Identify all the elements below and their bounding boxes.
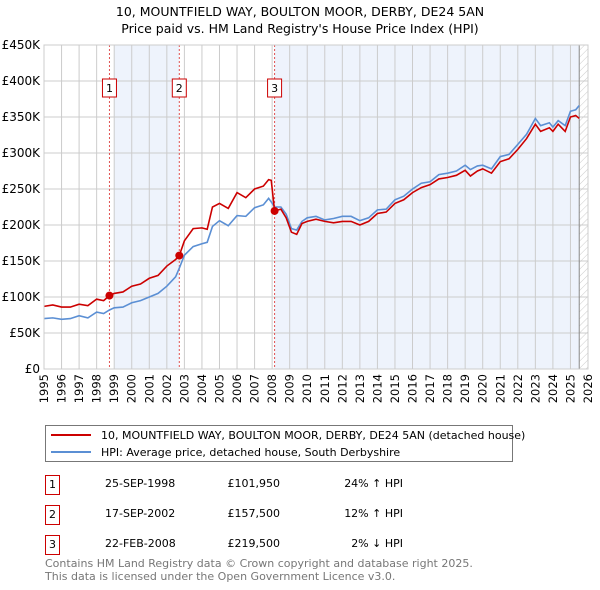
hpi-difference: 2% ↓ HPI	[351, 537, 403, 550]
x-tick-label: 1999	[107, 374, 121, 403]
x-tick-label: 2000	[125, 374, 139, 403]
x-tick-label: 2022	[511, 374, 525, 403]
plot-frame	[43, 44, 589, 370]
x-tick-label: 1998	[90, 374, 104, 403]
x-tick-label: 2016	[406, 374, 420, 403]
y-tick-label: £300K	[2, 146, 42, 160]
sale-label-box	[101, 78, 117, 98]
sale-label: 2	[176, 82, 183, 95]
y-tick-label: £50K	[9, 326, 41, 340]
x-tick-label: 2010	[300, 374, 314, 403]
sale-number-badge: 1	[45, 475, 60, 495]
legend-item-hpi: HPI: Average price, detached house, Sout…	[46, 444, 400, 460]
x-tick-label: 2013	[353, 374, 367, 403]
shaded-period	[274, 45, 580, 369]
property-price-line	[43, 114, 580, 308]
sale-label-box	[267, 78, 283, 98]
x-tick-label: 2006	[230, 374, 244, 403]
x-tick-label: 2017	[423, 374, 437, 403]
sale-number-badge: 2	[45, 505, 60, 525]
sale-point	[270, 206, 279, 215]
x-tick-label: 2023	[528, 374, 542, 403]
x-tick-label: 2002	[160, 374, 174, 403]
x-tick-label: 2012	[335, 374, 349, 403]
x-tick-label: 2026	[581, 374, 595, 403]
table-row: 3 22-FEB-2008 £219,500 2% ↓ HPI	[45, 535, 545, 555]
y-tick-label: £150K	[2, 254, 42, 268]
x-tick-label: 2011	[318, 374, 332, 403]
x-tick-label: 2021	[493, 374, 507, 403]
legend-item-property: 10, MOUNTFIELD WAY, BOULTON MOOR, DERBY,…	[46, 427, 525, 443]
y-tick-label: £250K	[2, 182, 42, 196]
legend: 10, MOUNTFIELD WAY, BOULTON MOOR, DERBY,…	[45, 425, 525, 462]
shaded-period	[114, 45, 180, 369]
sale-date: 25-SEP-1998	[105, 477, 176, 490]
x-tick-label: 2015	[388, 374, 402, 403]
x-tick-label: 2024	[546, 374, 560, 403]
x-tick-label: 2008	[265, 374, 279, 403]
sale-point	[175, 251, 184, 260]
x-tick-label: 2014	[370, 374, 384, 403]
footer-licence: This data is licensed under the Open Gov…	[45, 570, 396, 583]
sale-price: £219,500	[227, 537, 281, 550]
sale-price: £157,500	[227, 507, 281, 520]
price-chart: 1995 1996 1997 1998 1999 2000 2001 2002 2003 2004…	[2, 38, 595, 403]
sale-label: 3	[271, 82, 278, 95]
x-tick-label: 2001	[142, 374, 156, 403]
table-row: 2 17-SEP-2002 £157,500 12% ↑ HPI	[45, 505, 545, 525]
x-tick-label: 2003	[177, 374, 191, 403]
sale-label: 1	[106, 82, 113, 95]
legend-label: HPI: Average price, detached house, Sout…	[101, 445, 401, 459]
x-tick-label: 1995	[37, 374, 51, 403]
forecast-hatch	[579, 45, 588, 369]
sale-price: £101,950	[227, 477, 281, 490]
hpi-difference: 12% ↑ HPI	[344, 507, 403, 520]
hpi-line	[43, 104, 580, 321]
sale-label-box	[171, 78, 187, 98]
x-tick-label: 2007	[248, 374, 262, 403]
y-tick-label: £400K	[2, 74, 42, 88]
red-line-swatch	[51, 434, 91, 436]
x-tick-label: 1997	[72, 374, 86, 403]
y-tick-label: £450K	[2, 38, 42, 52]
x-tick-label: 2009	[283, 374, 297, 403]
sale-number-badge: 3	[45, 535, 60, 555]
x-tick-label: 2018	[441, 374, 455, 403]
y-tick-label: £100K	[2, 290, 42, 304]
x-tick-label: 2019	[458, 374, 472, 403]
y-tick-label: £200K	[2, 218, 42, 232]
x-tick-label: 1996	[55, 374, 69, 403]
y-tick-label: £0	[25, 362, 40, 376]
footer: Contains HM Land Registry data © Crown c…	[45, 557, 473, 583]
sale-point	[105, 291, 114, 300]
x-tick-label: 2004	[195, 374, 209, 403]
sale-date: 22-FEB-2008	[105, 537, 176, 550]
legend-label: 10, MOUNTFIELD WAY, BOULTON MOOR, DERBY,…	[101, 428, 526, 442]
chart-subtitle: Price paid vs. HM Land Registry's House …	[121, 21, 479, 36]
chart-title: 10, MOUNTFIELD WAY, BOULTON MOOR, DERBY,…	[115, 4, 485, 19]
y-tick-label: £350K	[2, 110, 42, 124]
sale-date: 17-SEP-2002	[105, 507, 176, 520]
blue-line-swatch	[51, 451, 91, 453]
x-tick-label: 2025	[563, 374, 577, 403]
x-tick-label: 2005	[212, 374, 226, 403]
table-row: 1 25-SEP-1998 £101,950 24% ↑ HPI	[45, 475, 545, 495]
x-tick-label: 2020	[476, 374, 490, 403]
footer-copyright: Contains HM Land Registry data © Crown c…	[45, 557, 473, 570]
hpi-difference: 24% ↑ HPI	[344, 477, 403, 490]
